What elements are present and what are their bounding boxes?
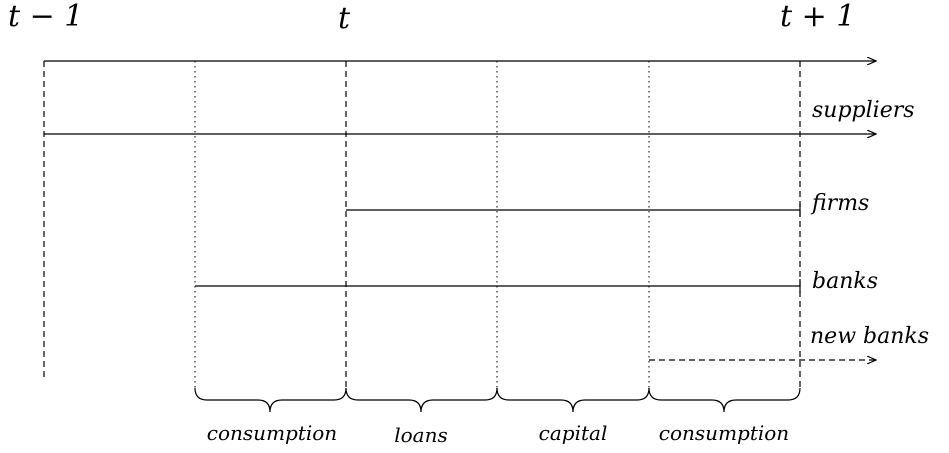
period-label-consumption-2: consumption <box>659 421 789 445</box>
brace-loans <box>345 387 498 413</box>
firms-label: firms <box>810 191 869 216</box>
brace-consumption-2 <box>648 387 801 413</box>
new-banks-label: new banks <box>810 324 929 349</box>
period-label-consumption-1: consumption <box>207 421 337 445</box>
time-label-t-plus-1: t + 1 <box>780 0 855 34</box>
brace-capital <box>496 387 650 413</box>
time-label-t: t <box>338 1 351 36</box>
suppliers-label: suppliers <box>812 98 915 123</box>
period-label-loans: loans <box>394 423 448 447</box>
period-label-capital: capital <box>539 421 608 445</box>
banks-label: banks <box>812 269 878 294</box>
time-label-t-minus-1: t − 1 <box>8 0 83 34</box>
brace-consumption-1 <box>194 387 347 413</box>
